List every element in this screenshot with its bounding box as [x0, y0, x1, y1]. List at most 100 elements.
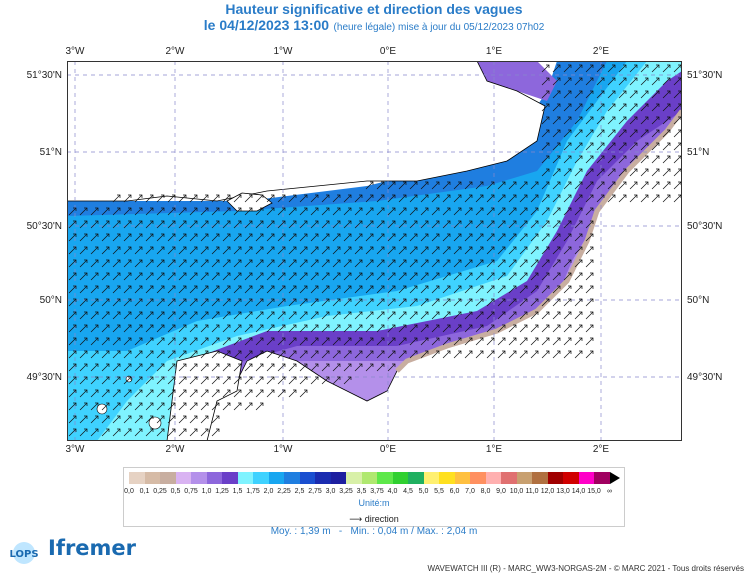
direction-arrow-head — [216, 376, 220, 380]
direction-arrow-head — [590, 129, 594, 133]
direction-arrow — [640, 90, 649, 99]
direction-arrow-head — [557, 220, 561, 224]
direction-arrow-head — [601, 142, 605, 146]
direction-arrow-head — [458, 285, 462, 289]
wave-direction-arrows — [68, 64, 682, 437]
direction-arrow — [211, 402, 220, 411]
direction-arrow — [541, 168, 550, 177]
direction-arrow — [277, 220, 286, 229]
direction-arrow-head — [381, 233, 385, 237]
direction-arrow-head — [392, 194, 396, 198]
direction-arrow — [211, 207, 220, 216]
legend-value-label: 11,0 — [525, 488, 539, 495]
wave-height-map[interactable] — [67, 61, 682, 441]
direction-arrow-head — [568, 246, 572, 250]
direction-arrow — [255, 376, 264, 385]
direction-arrow — [90, 246, 99, 255]
direction-arrow — [596, 181, 605, 190]
direction-arrow — [145, 402, 154, 411]
legend-swatch — [423, 472, 439, 484]
direction-arrow-head — [205, 363, 209, 367]
direction-arrow — [156, 272, 165, 281]
direction-arrow-head — [348, 337, 352, 341]
direction-arrow-head — [469, 298, 473, 302]
direction-arrow — [541, 285, 550, 294]
direction-arrow — [673, 116, 682, 125]
direction-arrow — [145, 376, 154, 385]
direction-arrow — [145, 324, 154, 333]
direction-arrow-head — [172, 389, 176, 393]
direction-arrow — [145, 246, 154, 255]
direction-arrow-head — [238, 337, 242, 341]
direction-arrow — [585, 168, 594, 177]
legend-swatch — [501, 472, 517, 484]
direction-arrow — [563, 142, 572, 151]
direction-arrow — [530, 259, 539, 268]
direction-arrow — [530, 337, 539, 346]
direction-arrow — [541, 64, 550, 73]
legend-value-label: 5,0 — [418, 488, 429, 495]
direction-arrow — [585, 311, 594, 320]
direction-arrow-head — [579, 207, 583, 211]
direction-arrow-head — [106, 207, 110, 211]
direction-arrow-head — [502, 324, 506, 328]
direction-arrow-head — [392, 272, 396, 276]
direction-arrow-head — [337, 233, 341, 237]
direction-arrow — [123, 402, 132, 411]
direction-arrow — [343, 285, 352, 294]
direction-arrow — [376, 246, 385, 255]
direction-arrow — [244, 311, 253, 320]
direction-arrow — [651, 142, 660, 151]
direction-arrow — [288, 220, 297, 229]
direction-arrow — [453, 207, 462, 216]
direction-arrow-head — [150, 402, 154, 406]
direction-arrow-head — [436, 311, 440, 315]
direction-arrow — [90, 324, 99, 333]
direction-arrow-head — [667, 77, 671, 81]
direction-arrow-head — [359, 324, 363, 328]
direction-arrow-head — [447, 246, 451, 250]
direction-arrow — [585, 155, 594, 164]
direction-arrow-head — [260, 311, 264, 315]
direction-arrow-head — [337, 363, 341, 367]
direction-arrow — [508, 220, 517, 229]
direction-arrow-head — [260, 285, 264, 289]
direction-arrow — [233, 337, 242, 346]
direction-arrow-head — [579, 324, 583, 328]
direction-arrow — [288, 389, 297, 398]
legend-overflow-arrow — [609, 472, 620, 484]
direction-arrow — [541, 103, 550, 112]
direction-arrow — [607, 103, 616, 112]
direction-arrow-head — [425, 337, 429, 341]
direction-arrow — [519, 337, 528, 346]
direction-arrow — [464, 259, 473, 268]
direction-arrow-head — [293, 220, 297, 224]
direction-arrow — [200, 207, 209, 216]
direction-arrow — [486, 259, 495, 268]
direction-arrow — [145, 298, 154, 307]
direction-arrow — [398, 220, 407, 229]
direction-arrow — [189, 428, 198, 437]
direction-arrow-head — [139, 194, 143, 198]
direction-arrow-head — [524, 259, 528, 263]
direction-arrow-head — [95, 428, 99, 432]
direction-arrow — [112, 311, 121, 320]
legend-value-label: 1,25 — [215, 488, 229, 495]
direction-arrow-head — [634, 194, 638, 198]
legend-swatch — [563, 472, 579, 484]
direction-arrow-head — [106, 350, 110, 354]
direction-arrow — [453, 311, 462, 320]
direction-arrow — [541, 181, 550, 190]
lat-tick-right: 51°30'N — [687, 70, 723, 81]
direction-arrow — [299, 259, 308, 268]
direction-arrow — [288, 207, 297, 216]
direction-arrow-head — [260, 233, 264, 237]
direction-arrow-head — [84, 350, 88, 354]
direction-arrow — [266, 311, 275, 320]
direction-arrow — [112, 415, 121, 424]
direction-arrow-head — [381, 324, 385, 328]
direction-arrow-head — [205, 324, 209, 328]
direction-arrow-head — [425, 246, 429, 250]
direction-arrow-head — [282, 311, 286, 315]
direction-arrow-head — [84, 259, 88, 263]
